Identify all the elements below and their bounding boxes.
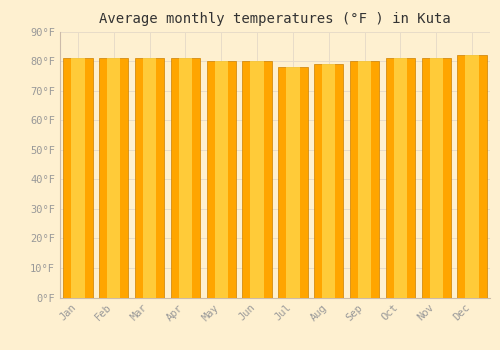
Bar bbox=[179, 58, 192, 298]
Bar bbox=[322, 64, 336, 298]
Bar bbox=[286, 67, 300, 298]
Bar bbox=[394, 58, 407, 298]
Bar bbox=[214, 61, 228, 297]
Bar bbox=[278, 67, 308, 298]
Bar bbox=[422, 58, 451, 298]
Bar bbox=[242, 61, 272, 297]
Bar bbox=[466, 55, 478, 298]
Bar bbox=[63, 58, 92, 298]
Title: Average monthly temperatures (°F ) in Kuta: Average monthly temperatures (°F ) in Ku… bbox=[99, 12, 451, 26]
Bar bbox=[386, 58, 415, 298]
Bar bbox=[206, 61, 236, 297]
Bar bbox=[358, 61, 371, 297]
Bar bbox=[72, 58, 85, 298]
Bar bbox=[458, 55, 487, 298]
Bar bbox=[314, 64, 344, 298]
Bar bbox=[143, 58, 156, 298]
Bar bbox=[350, 61, 380, 297]
Bar bbox=[107, 58, 120, 298]
Bar bbox=[135, 58, 164, 298]
Bar bbox=[99, 58, 128, 298]
Bar bbox=[430, 58, 443, 298]
Bar bbox=[250, 61, 264, 297]
Bar bbox=[170, 58, 200, 298]
